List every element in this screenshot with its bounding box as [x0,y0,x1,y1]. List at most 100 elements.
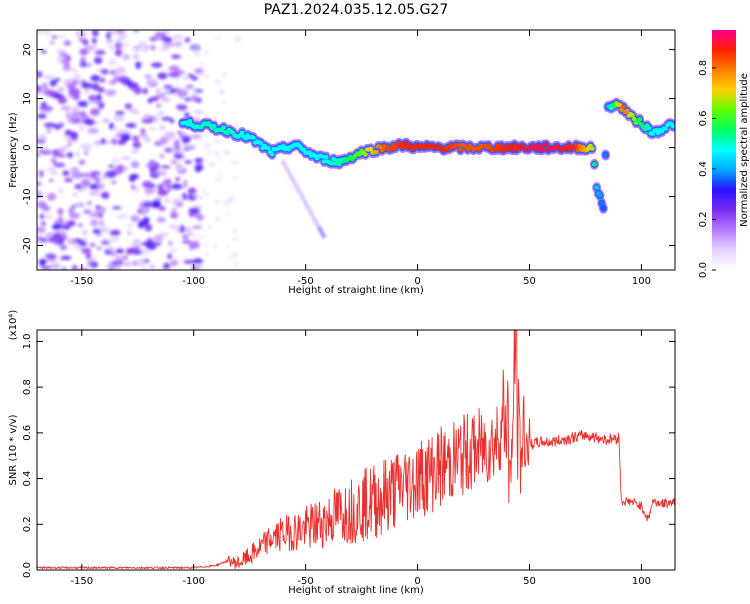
spectrogram-noise-blob [51,149,60,156]
spectrogram-noise-blobs [37,30,326,270]
spectrogram-ridge-core [597,193,603,198]
spectrogram-branch-point [317,226,322,230]
spectrogram-noise-blob [43,75,55,79]
spectrogram-noise-blob [68,87,80,95]
spectrogram-noise-blob [96,87,105,93]
spectrogram-noise-blob [132,141,142,149]
spectrogram-noise-blob [56,49,66,54]
spectrogram-ridge-core [663,126,669,131]
colorbar-label: Normalized spectral amplitude [739,73,750,227]
spectrogram-noise-blob [117,139,127,145]
spectrogram-noise-blob [107,45,117,50]
spectrogram-noise-blob [73,74,81,80]
spectrogram-noise-blob [196,213,204,221]
spectrogram-ridge-core [497,147,503,152]
spectrogram-noise-blob [233,228,238,232]
spectrogram-noise-blob [78,240,87,247]
spectrogram-noise-blob [195,166,201,173]
spectrogram-noise-blob [157,72,168,80]
spectrogram-noise-blob [155,31,166,36]
spectrogram-noise-blob [137,221,144,229]
spectrogram-noise-blob [71,264,78,270]
spectrogram-noise-blob [183,97,192,101]
snr-y-tick-label: 0.8 [22,379,33,395]
spectrogram-y-tick-label: -20 [22,237,33,253]
spectrogram-x-ticks: -150 -100 -50 0 50 100 [70,30,651,287]
spectrogram-ridge-core [407,143,413,148]
spectrogram-noise-blob [192,258,204,265]
spectrogram-noise-blob [108,236,120,243]
spectrogram-noise-blob [181,240,192,244]
spectrogram-noise-blob [39,259,48,264]
spectrogram-noise-blob [159,154,165,158]
colorbar: 0.0 0.2 0.4 0.6 0.8 Normalized spectral ampl… [698,30,750,278]
spectrogram-noise-blob [113,115,125,122]
spectrogram-ridge-core [534,147,540,152]
spectrogram-ridge-core [599,200,605,206]
spectrogram-noise-blob [159,124,166,131]
spectrogram-noise-blob [233,262,239,267]
spectrogram-noise-blob [221,72,227,78]
spectrogram-noise-blob [215,35,221,40]
spectrogram-noise-blob [162,91,172,96]
spectrogram-noise-blob [142,216,150,224]
spectrogram-noise-blob [116,214,128,219]
spectrogram-noise-blob [177,130,182,136]
spectrogram-noise-blob [191,94,198,102]
spectrogram-noise-blob [112,206,122,210]
snr-y-tick-label: 0.0 [22,562,33,578]
spectrogram-noise-blob [89,213,99,218]
spectrogram-noise-blob [70,166,79,174]
spectrogram-noise-blob [46,127,52,134]
spectrogram-ridge-core [617,102,623,108]
spectrogram-branch-point [297,190,301,194]
spectrogram-noise-blob [139,132,148,138]
spectrogram-noise-blob [149,36,157,42]
spectrogram-noise-blob [226,212,230,216]
spectrogram-noise-blob [84,118,96,126]
spectrogram-noise-blob [95,205,101,209]
spectrogram-noise-blob [81,247,92,254]
spectrogram-ridge-core [594,185,600,190]
spectrogram-noise-blob [162,40,174,48]
spectrogram-noise-blob [44,215,53,219]
spectrogram-noise-blob [133,30,140,33]
spectrogram-noise-blob [222,99,226,104]
spectrogram-branch-point [321,234,326,238]
spectrogram-x-tick-label: 50 [523,276,536,287]
spectrogram-noise-blob [91,83,100,91]
spectrogram-noise-blob [191,76,198,81]
colorbar-tick-label: 0.2 [698,212,709,228]
spectrogram-noise-blob [63,145,68,150]
spectrogram-ridge-core [239,130,245,135]
spectrogram-noise-blob [115,164,125,173]
snr-plot-area [37,330,675,570]
spectrogram-noise-blob [46,166,56,174]
spectrogram-ridge-core [600,206,606,211]
spectrogram-noise-blob [193,236,200,239]
spectrogram-x-tick-label: -150 [70,276,93,287]
spectrogram-noise-blob [90,219,99,227]
spectrogram-noise-blob [41,50,47,54]
spectrogram-noise-blob [43,122,56,128]
spectrogram-noise-blob [80,143,92,150]
spectrogram-ridge-core [250,135,256,140]
spectrogram-noise-blob [151,200,160,209]
spectrogram-ridge-core [642,126,648,132]
spectrogram-x-tick-label: 0 [414,276,420,287]
spectrogram-noise-blob [115,30,126,35]
spectrogram-noise-blob [204,74,210,80]
spectrogram-noise-blob [144,188,156,194]
spectrogram-branch-point [285,167,289,172]
spectrogram-noise-blob [194,109,204,114]
spectrogram-noise-blob [156,216,167,223]
spectrogram-noise-blob [170,259,179,267]
snr-y-axis-label: SNR (10 * v/v) [8,414,19,485]
spectrogram-noise-blob [153,234,164,243]
spectrogram-noise-blob [229,196,236,201]
spectrogram-noise-blob [121,156,132,160]
spectrogram-noise-blob [158,206,166,211]
spectrogram-noise-blob [156,103,162,109]
spectrogram-noise-blob [183,179,188,188]
snr-y-tick-label: 0.4 [22,471,33,487]
